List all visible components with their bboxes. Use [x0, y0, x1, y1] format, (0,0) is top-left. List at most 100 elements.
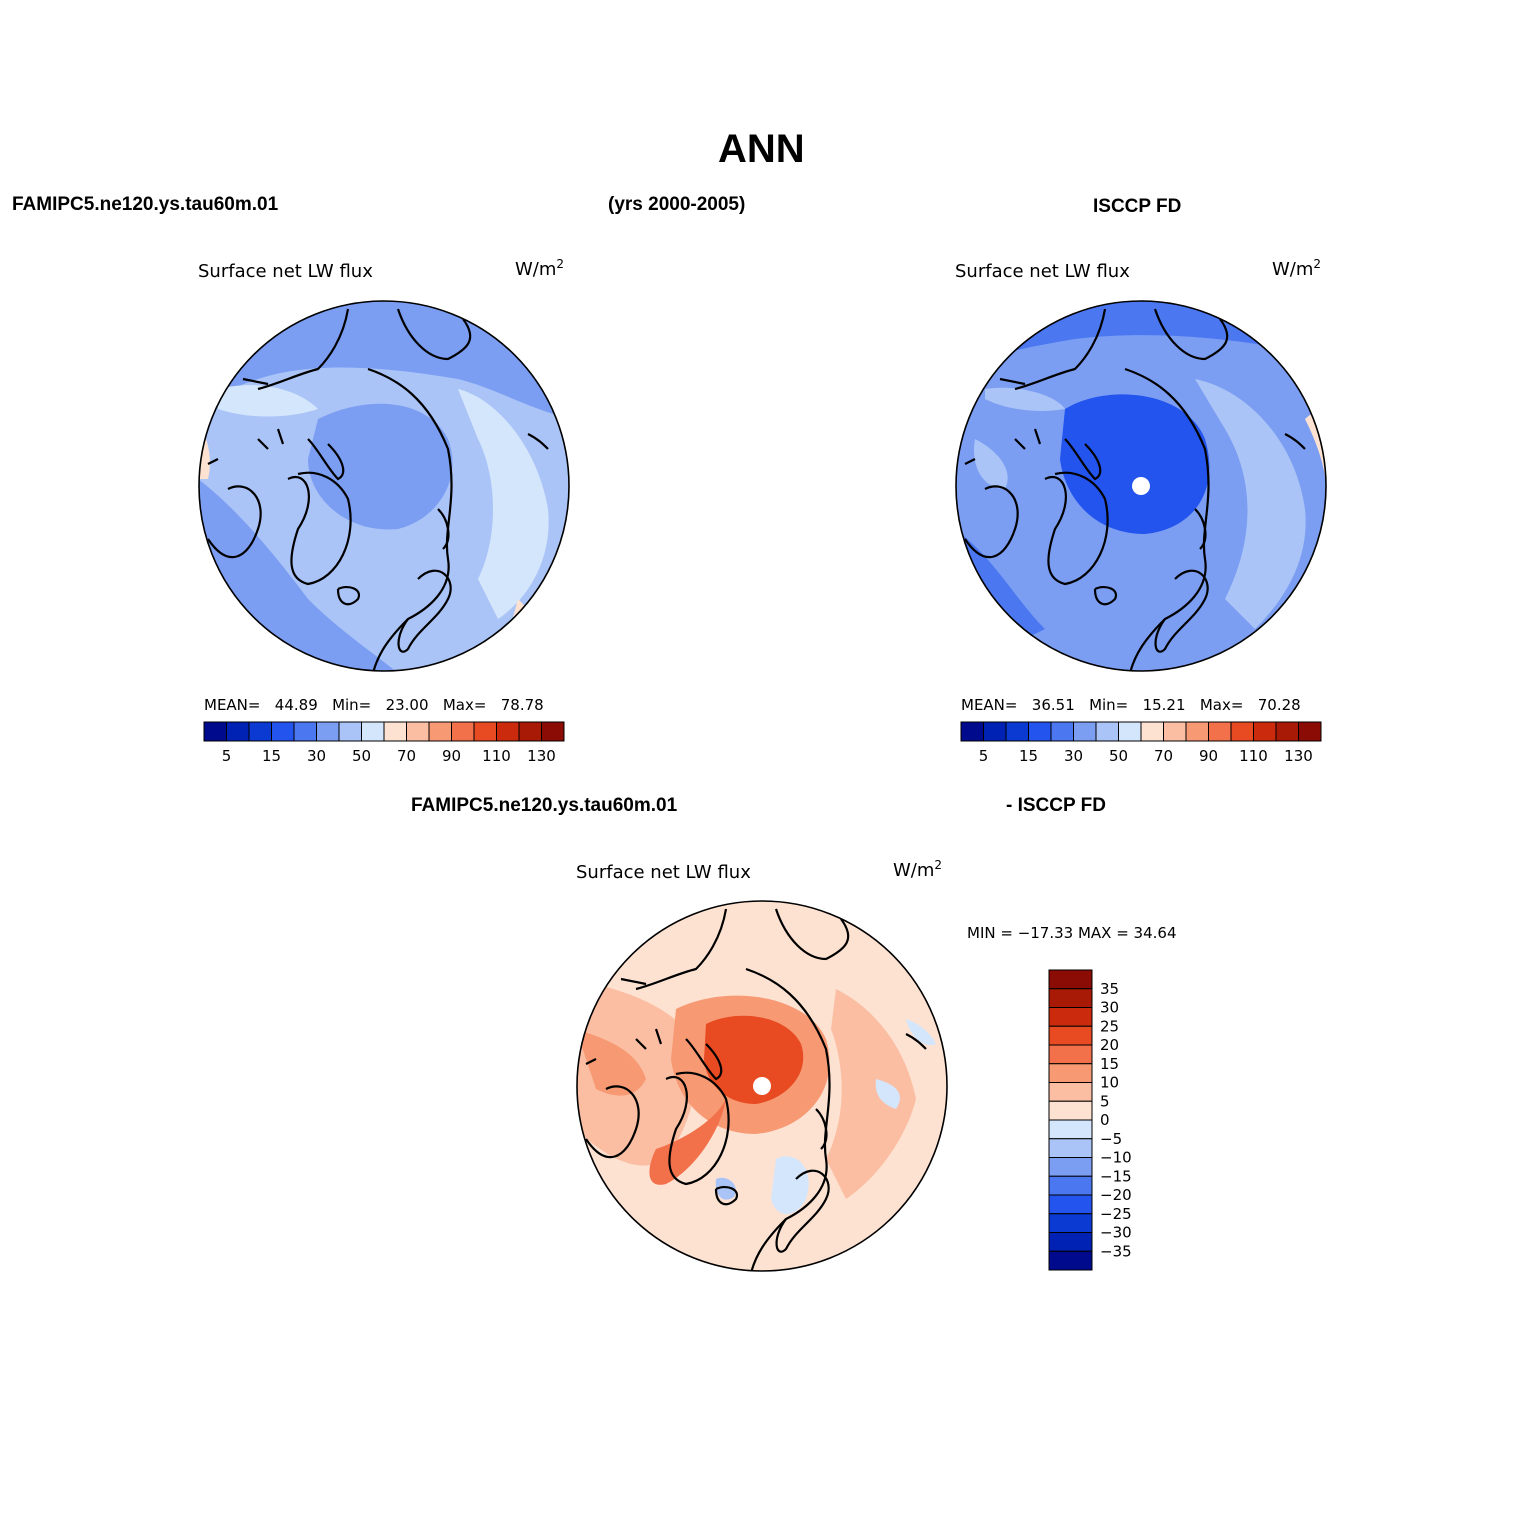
units-superscript: 2: [556, 257, 565, 271]
colorbar-swatch: [1048, 1100, 1093, 1121]
field-region: [826, 989, 916, 1199]
colorbar-swatch: [203, 721, 227, 742]
field-region: [974, 439, 1008, 489]
colorbar-swatch: [1253, 721, 1277, 742]
colorbar-swatch: [1185, 721, 1209, 742]
field-region: [875, 1079, 900, 1109]
colorbar-swatch: [1048, 1044, 1093, 1065]
field-region: [1195, 379, 1306, 629]
bottom-right-header: - ISCCP FD: [1006, 795, 1106, 816]
field-region: [577, 1029, 646, 1096]
colorbar-tick-label: 35: [1100, 980, 1119, 998]
colorbar-swatch: [518, 721, 542, 742]
colorbar-swatch: [316, 721, 340, 742]
colorbar-swatch: [1048, 969, 1093, 990]
colorbar-swatch: [1230, 721, 1254, 742]
units-text: W/m: [515, 259, 557, 280]
mean-label: MEAN=: [204, 696, 261, 714]
min-label: Min=: [332, 696, 372, 714]
colorbar-tick-label: 15: [1019, 747, 1038, 765]
colorbar-tick-label: 10: [1100, 1074, 1119, 1092]
colorbar-swatch: [1048, 1025, 1093, 1046]
coastlines: [207, 308, 549, 671]
colorbar-tick-label: −5: [1100, 1130, 1122, 1148]
field-region: [771, 1156, 809, 1214]
colorbar-swatch: [271, 721, 295, 742]
colorbar-swatch: [406, 721, 430, 742]
field-region: [218, 385, 318, 417]
map-boundary: [576, 900, 948, 1272]
colorbar-tick-label: 70: [1154, 747, 1173, 765]
field-region: [308, 403, 453, 530]
colorbar-tick-label: 20: [1100, 1036, 1119, 1054]
colorbar-tick-label: 50: [1109, 747, 1128, 765]
panel-obs-colorbar: 5 15 30 50 70 90 110 130: [960, 721, 1322, 765]
max-value: 78.78: [500, 696, 544, 714]
max-label: Max=: [442, 696, 487, 714]
mean-value: 36.51: [1031, 696, 1075, 714]
panel-obs-stats: MEAN= 36.51 Min= 15.21 Max= 70.28: [961, 696, 1301, 714]
colorbar-swatch: [1275, 721, 1299, 742]
colorbar-swatch: [1095, 721, 1119, 742]
colorbar-swatch: [1048, 1063, 1093, 1083]
units-superscript: 2: [934, 858, 943, 872]
colorbar-swatch: [1048, 1138, 1093, 1158]
min-value: 23.00: [385, 696, 429, 714]
colorbar-swatch: [1048, 1213, 1093, 1233]
max-label: Max=: [1199, 696, 1244, 714]
main-title: ANN: [718, 127, 805, 171]
colorbar-swatch: [1048, 1082, 1093, 1102]
panel-model-units: W/m2: [515, 257, 564, 280]
coastlines: [964, 308, 1306, 671]
colorbar-swatch: [496, 721, 520, 742]
bottom-left-header: FAMIPC5.ne120.ys.tau60m.01: [411, 795, 678, 816]
colorbar-swatch: [1073, 721, 1097, 742]
top-right-header: ISCCP FD: [1093, 196, 1182, 217]
panel-obs-variable-label: Surface net LW flux: [955, 261, 1130, 282]
pole-hole: [753, 1077, 771, 1095]
colorbar-tick-label: −35: [1100, 1242, 1132, 1260]
panel-model-colorbar: 5 15 30 50 70 90 110 130: [203, 721, 565, 765]
colorbar-swatch: [1118, 721, 1142, 742]
panel-model-stats: MEAN= 44.89 Min= 23.00 Max= 78.78: [204, 696, 544, 714]
colorbar-swatch: [226, 721, 250, 742]
colorbar-swatch: [383, 721, 407, 742]
colorbar-tick-label: 110: [1239, 747, 1268, 765]
colorbar-swatch: [361, 721, 385, 742]
map-boundary: [955, 300, 1327, 672]
field-region: [906, 1019, 936, 1046]
colorbar-swatch: [1048, 1007, 1093, 1027]
max-value: 70.28: [1257, 696, 1301, 714]
colorbar-tick-label: 30: [1100, 999, 1119, 1017]
field-region: [715, 1177, 736, 1200]
mean-value: 44.89: [274, 696, 318, 714]
colorbar-tick-label: 5: [1100, 1092, 1110, 1110]
colorbar-swatch: [338, 721, 362, 742]
colorbar-tick-label: 5: [979, 747, 989, 765]
panel-diff-units: W/m2: [893, 858, 942, 881]
colorbar-swatch: [1048, 1194, 1093, 1215]
field-region: [1060, 394, 1210, 534]
mean-label: MEAN=: [961, 696, 1018, 714]
colorbar-tick-label: 110: [482, 747, 511, 765]
colorbar-tick-label: 0: [1100, 1111, 1110, 1129]
colorbar-swatch: [1048, 1175, 1093, 1196]
colorbar-swatch: [1048, 1250, 1093, 1271]
field-region: [985, 387, 1065, 411]
colorbar-tick-label: 15: [262, 747, 281, 765]
colorbar-swatch: [293, 721, 317, 742]
colorbar-tick-label: 30: [1064, 747, 1083, 765]
map-boundary: [198, 300, 570, 672]
field-region: [199, 301, 569, 419]
colorbar-swatch: [473, 721, 497, 742]
colorbar-swatch: [248, 721, 272, 742]
colorbar-swatch: [983, 721, 1007, 742]
colorbar-swatch: [1163, 721, 1187, 742]
units-text: W/m: [893, 860, 935, 881]
colorbar-tick-label: 15: [1100, 1055, 1119, 1073]
colorbar-swatch: [1298, 721, 1322, 742]
colorbar-swatch: [1005, 721, 1029, 742]
field-region: [704, 1015, 804, 1104]
colorbar-tick-label: 5: [222, 747, 232, 765]
